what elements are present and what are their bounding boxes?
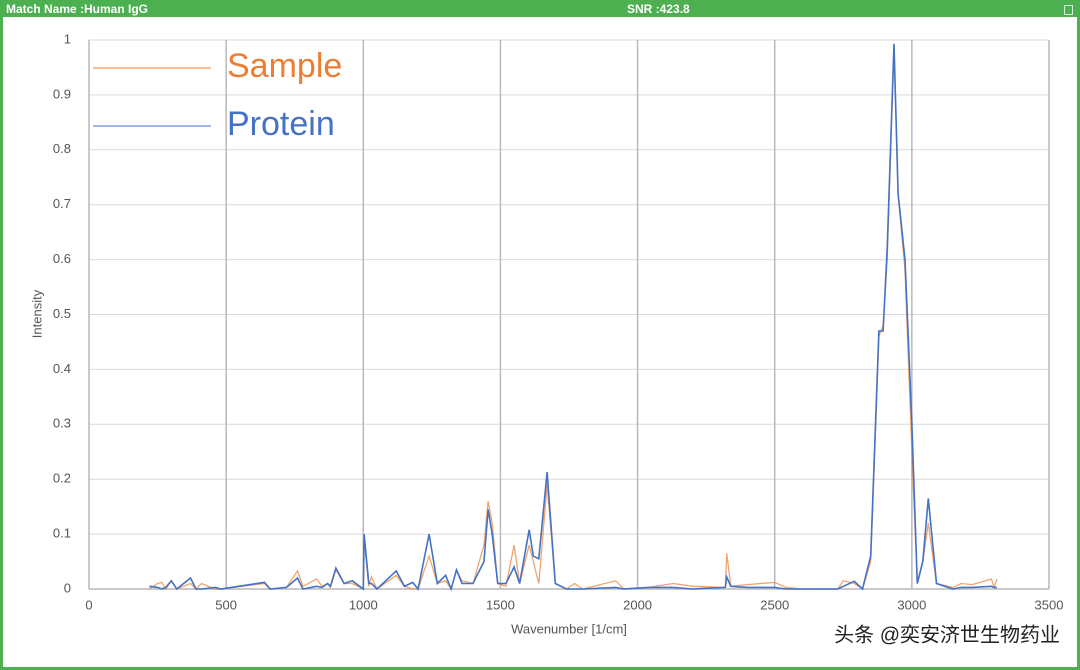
snr: SNR :423.8 [627,2,690,16]
y-tick-label: 0.3 [53,416,71,431]
x-tick-label: 1500 [486,597,515,612]
x-tick-label: 1000 [349,597,378,612]
y-axis-label: Intensity [29,289,44,338]
x-axis-label: Wavenumber [1/cm] [511,621,627,636]
x-tick-label: 2500 [760,597,789,612]
legend-label: Sample [227,47,342,85]
y-tick-label: 0.9 [53,86,71,101]
watermark: 头条 @奕安济世生物药业 [834,623,1060,646]
x-tick-label: 500 [215,597,237,612]
y-tick-label: 0.1 [53,526,71,541]
y-tick-label: 0.7 [53,196,71,211]
x-tick-label: 2000 [623,597,652,612]
y-tick-label: 1 [64,31,71,46]
legend-label: Protein [227,105,335,143]
x-tick-label: 0 [85,597,92,612]
x-tick-label: 3500 [1035,597,1064,612]
y-tick-label: 0.2 [53,471,71,486]
match-name: Match Name :Human IgG [6,2,149,16]
y-tick-label: 0 [64,580,71,595]
y-tick-label: 0.6 [53,251,71,266]
y-tick-label: 0.8 [53,141,71,156]
y-tick-label: 0.4 [53,361,71,376]
title-bar: Match Name :Human IgG SNR :423.8 [3,3,1077,17]
window-button[interactable] [1064,5,1073,15]
x-tick-label: 3000 [897,597,926,612]
series-line [149,43,997,592]
y-tick-label: 0.5 [53,306,71,321]
